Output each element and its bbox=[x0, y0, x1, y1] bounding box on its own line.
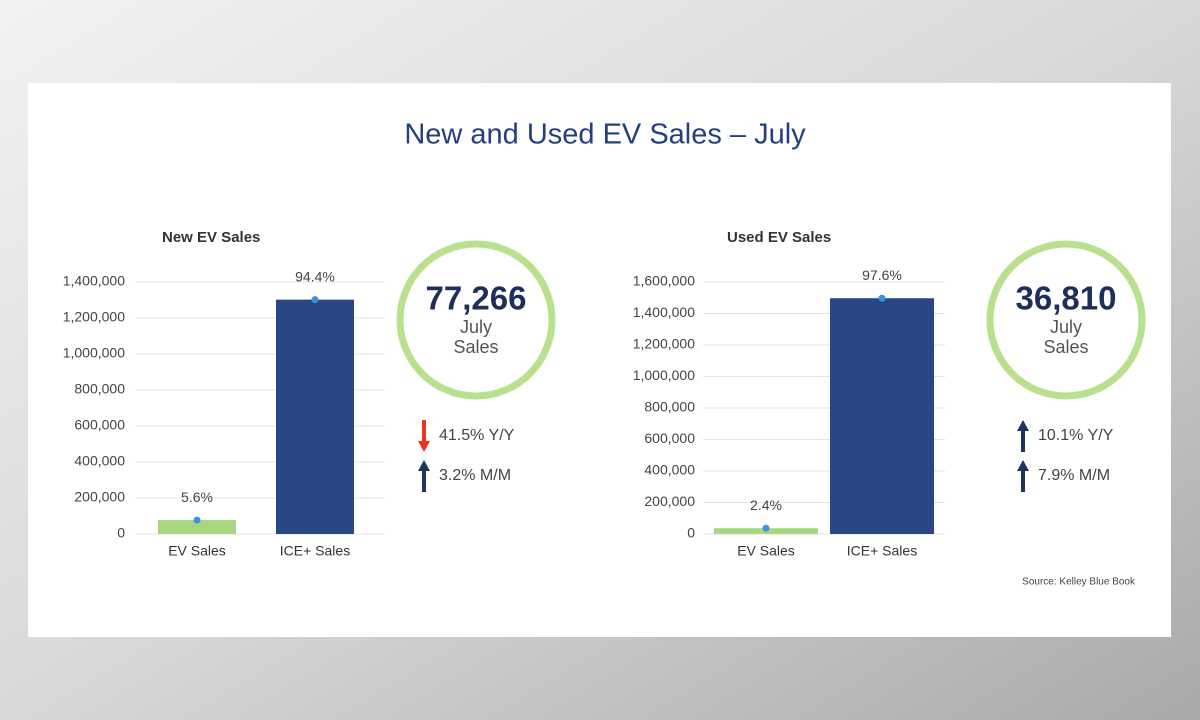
bar-dot bbox=[762, 524, 770, 532]
arrow-up bbox=[1017, 460, 1029, 492]
stat-line: July bbox=[460, 317, 492, 337]
stat-line: July bbox=[1050, 317, 1082, 337]
change-label: 10.1% Y/Y bbox=[1038, 427, 1114, 444]
y-tick-label: 600,000 bbox=[644, 430, 695, 446]
y-tick-label: 1,000,000 bbox=[633, 367, 695, 383]
x-tick-label: ICE+ Sales bbox=[847, 543, 917, 559]
stat-line: Sales bbox=[453, 337, 498, 357]
change-label: 7.9% M/M bbox=[1038, 467, 1110, 484]
y-tick-label: 800,000 bbox=[644, 399, 695, 415]
stat-number: 77,266 bbox=[426, 280, 527, 317]
y-tick-label: 1,000,000 bbox=[63, 345, 125, 361]
y-tick-label: 0 bbox=[687, 525, 695, 541]
y-tick-label: 800,000 bbox=[74, 381, 125, 397]
y-tick-label: 200,000 bbox=[644, 493, 695, 509]
arrow-up bbox=[418, 460, 430, 492]
x-tick-label: ICE+ Sales bbox=[280, 543, 350, 559]
stat-line: Sales bbox=[1043, 337, 1088, 357]
chart-title: New EV Sales bbox=[162, 229, 260, 246]
change-label: 3.2% M/M bbox=[439, 467, 511, 484]
share-label: 5.6% bbox=[181, 489, 213, 505]
y-tick-label: 1,400,000 bbox=[633, 304, 695, 320]
y-tick-label: 400,000 bbox=[74, 453, 125, 469]
y-tick-label: 1,200,000 bbox=[633, 336, 695, 352]
y-tick-label: 1,600,000 bbox=[633, 273, 695, 289]
share-label: 2.4% bbox=[750, 497, 782, 513]
bar-dot bbox=[878, 294, 886, 302]
card bbox=[28, 83, 1171, 637]
slide-title: New and Used EV Sales – July bbox=[404, 119, 806, 151]
y-tick-label: 1,400,000 bbox=[63, 273, 125, 289]
x-tick-label: EV Sales bbox=[737, 543, 795, 559]
arrow-down bbox=[418, 420, 430, 452]
bar bbox=[276, 299, 354, 534]
stat-ring bbox=[986, 240, 1146, 400]
stat-number: 36,810 bbox=[1016, 280, 1117, 317]
arrow-up bbox=[1017, 420, 1029, 452]
change-label: 41.5% Y/Y bbox=[439, 427, 515, 444]
bar-dot bbox=[193, 516, 201, 524]
stat-ring bbox=[396, 240, 556, 400]
share-label: 97.6% bbox=[862, 267, 902, 283]
y-tick-label: 600,000 bbox=[74, 417, 125, 433]
x-tick-label: EV Sales bbox=[168, 543, 226, 559]
source: Source: Kelley Blue Book bbox=[1022, 577, 1136, 588]
bar bbox=[158, 520, 236, 534]
chart-title: Used EV Sales bbox=[727, 229, 831, 246]
y-tick-label: 0 bbox=[117, 525, 125, 541]
share-label: 94.4% bbox=[295, 268, 335, 284]
bar-dot bbox=[311, 296, 319, 304]
bar bbox=[830, 298, 934, 534]
y-tick-label: 200,000 bbox=[74, 489, 125, 505]
y-tick-label: 400,000 bbox=[644, 462, 695, 478]
y-tick-label: 1,200,000 bbox=[63, 309, 125, 325]
